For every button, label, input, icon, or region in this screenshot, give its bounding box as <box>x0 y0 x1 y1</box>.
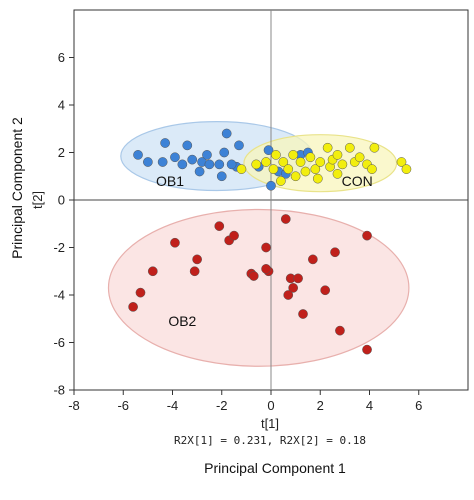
point-ob1 <box>234 140 244 151</box>
point-ob1 <box>143 157 153 167</box>
x-tick-label: 6 <box>415 398 422 413</box>
point-ob1 <box>160 138 170 148</box>
y-tick-label: 2 <box>58 145 65 160</box>
x-axis-ticks: -8 -6 -4 -2 0 2 4 6 <box>68 390 422 413</box>
point-ob2 <box>261 264 271 274</box>
point-ob1 <box>187 154 198 165</box>
point-ob2 <box>248 271 259 281</box>
point-ob2 <box>128 302 138 312</box>
point-ob1 <box>214 159 225 170</box>
point-con <box>369 142 380 153</box>
point-ob2 <box>170 237 180 248</box>
point-con <box>278 157 289 167</box>
x-tick-label: -8 <box>68 398 80 413</box>
point-ob2 <box>189 266 200 277</box>
point-ob1 <box>194 166 205 177</box>
point-ob2 <box>192 254 202 265</box>
y-short-label: t[2] <box>30 191 45 209</box>
point-con <box>261 157 271 167</box>
point-ob1 <box>182 140 193 151</box>
group-label-ob2: OB2 <box>168 313 196 329</box>
y-tick-label: -4 <box>53 288 65 303</box>
point-ob1 <box>216 171 227 182</box>
point-ob2 <box>283 290 294 300</box>
point-con <box>332 150 343 160</box>
point-ob2 <box>362 344 372 355</box>
point-ob2 <box>135 287 146 298</box>
point-con <box>295 157 306 167</box>
point-con <box>315 157 326 167</box>
point-ob1 <box>177 159 188 170</box>
point-con <box>268 164 279 174</box>
x-short-label: t[1] <box>261 416 279 431</box>
point-ob1 <box>221 128 232 139</box>
point-con <box>401 164 412 174</box>
point-ob1 <box>219 147 230 158</box>
x-tick-label: 0 <box>267 398 274 413</box>
point-ob2 <box>335 325 345 336</box>
point-con <box>251 159 262 170</box>
point-ob2 <box>362 230 372 241</box>
point-con <box>290 171 301 182</box>
point-ob2 <box>147 266 158 277</box>
group-label-con: CON <box>342 173 373 189</box>
point-con <box>300 166 311 177</box>
y-tick-label: -2 <box>53 240 65 255</box>
point-con <box>344 142 355 153</box>
x-tick-label: 2 <box>317 398 324 413</box>
point-ob2 <box>308 254 318 265</box>
point-ob1 <box>133 150 143 160</box>
zero-lines <box>74 10 468 390</box>
point-con <box>288 150 299 160</box>
x-tick-label: -4 <box>167 398 179 413</box>
point-con <box>396 157 407 167</box>
point-ob1 <box>170 152 180 163</box>
point-ob2 <box>280 214 291 224</box>
x-tick-label: -2 <box>216 398 228 413</box>
point-ob1 <box>202 150 212 160</box>
point-ob2 <box>261 242 271 253</box>
point-ob2 <box>214 221 225 231</box>
point-ob1 <box>226 159 237 170</box>
point-con <box>312 173 323 184</box>
point-ob2 <box>293 273 303 284</box>
data-points <box>128 128 412 355</box>
point-ob2 <box>320 285 331 296</box>
y-axis-ticks: -8 -6 -4 -2 0 2 4 6 <box>53 50 74 398</box>
point-con <box>305 152 316 163</box>
point-con <box>322 142 333 153</box>
point-ob1 <box>263 145 274 155</box>
x-tick-label: 4 <box>366 398 373 413</box>
point-ob2 <box>298 309 308 319</box>
point-con <box>236 164 247 174</box>
group-label-ob1: OB1 <box>156 173 184 189</box>
point-con <box>354 152 365 163</box>
point-con <box>310 164 321 174</box>
group-labels: OB1 CON OB2 <box>156 173 373 329</box>
x-axis-label: Principal Component 1 <box>204 460 346 476</box>
point-con <box>367 164 377 174</box>
point-con <box>276 176 286 186</box>
y-axis-label: Principal Component 2 <box>9 117 25 259</box>
y-tick-label: 0 <box>58 193 65 208</box>
point-ob2 <box>330 247 340 258</box>
point-con <box>332 169 343 179</box>
point-ob1 <box>266 180 276 191</box>
point-ob1 <box>157 157 168 167</box>
point-con <box>337 159 348 170</box>
y-tick-label: -8 <box>53 383 65 398</box>
point-ob1 <box>204 159 215 170</box>
point-con <box>283 164 294 174</box>
variance-explained-text: R2X[1] = 0.231, R2X[2] = 0.18 <box>174 434 366 447</box>
point-con <box>271 150 281 160</box>
y-tick-label: -6 <box>53 335 65 350</box>
x-tick-label: -6 <box>117 398 129 413</box>
point-ob2 <box>229 230 239 241</box>
y-tick-label: 6 <box>58 50 65 65</box>
point-ob2 <box>288 283 299 293</box>
y-tick-label: 4 <box>58 98 65 113</box>
